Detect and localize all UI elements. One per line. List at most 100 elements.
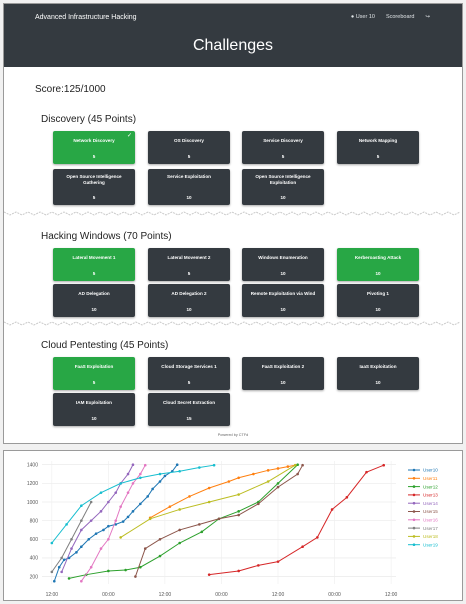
legend-label: User15: [423, 509, 438, 514]
data-point: [207, 486, 211, 490]
data-point: [70, 537, 73, 541]
data-point: [67, 556, 71, 560]
legend-label: User11: [423, 476, 438, 481]
challenge-card[interactable]: Cloud Secret Extraction 15: [148, 393, 230, 426]
challenge-card[interactable]: Lateral Movement 1 5: [53, 248, 135, 281]
data-point: [87, 537, 91, 541]
data-point: [99, 491, 103, 494]
challenge-name: FaaS Exploitation: [74, 364, 114, 369]
data-point: [212, 463, 216, 467]
challenge-card[interactable]: Open Source Intelligence Exploitation 10: [242, 169, 324, 205]
challenge-card[interactable]: OS Discovery 5: [148, 131, 230, 164]
challenge-card[interactable]: Service Discovery 5: [242, 131, 324, 164]
data-point: [114, 491, 118, 494]
y-tick-label: 1000: [27, 500, 38, 506]
challenge-card[interactable]: IaaS Exploitation 10: [337, 357, 419, 390]
data-point: [257, 500, 260, 504]
data-point: [158, 554, 162, 558]
data-point: [257, 502, 260, 506]
data-point: [301, 463, 304, 467]
data-point: [89, 519, 93, 522]
scoreboard-link[interactable]: Scoreboard: [385, 14, 415, 20]
data-point: [257, 564, 260, 567]
data-point: [178, 469, 181, 473]
data-point: [276, 467, 280, 470]
data-point: [119, 505, 122, 508]
data-point: [188, 495, 191, 498]
data-point: [293, 463, 297, 467]
section-title: Hacking Windows (70 Points): [41, 231, 172, 242]
challenge-points: 10: [375, 271, 381, 276]
challenge-card[interactable]: Kerberoasting Attack 10: [337, 248, 419, 281]
legend-marker: [412, 526, 416, 530]
data-point: [114, 519, 118, 522]
data-point: [237, 493, 240, 496]
challenge-card[interactable]: Network Discovery 5 ✓: [53, 131, 135, 164]
powered-by-footer[interactable]: Powered by CTFd: [217, 433, 249, 437]
data-point: [163, 474, 167, 478]
data-point: [296, 463, 299, 467]
data-point: [70, 547, 73, 550]
x-tick-label: 12:00: [272, 592, 285, 598]
challenge-points: 10: [280, 307, 286, 312]
challenge-name: FaaS Exploitation 2: [261, 364, 305, 369]
data-point: [382, 463, 386, 467]
challenge-card[interactable]: FaaS Exploitation 2 10: [242, 357, 324, 390]
challenge-card[interactable]: Service Exploitation 10: [148, 169, 230, 205]
user-menu[interactable]: ● User 10: [351, 14, 375, 20]
data-point: [143, 547, 147, 550]
data-point: [60, 570, 63, 574]
data-point: [158, 472, 162, 476]
data-point: [148, 517, 152, 521]
data-point: [80, 519, 83, 522]
scoreboard-line-chart: 200 400 600 800 1000 1200 1400 12:00 00:00 12:00 0…: [27, 461, 438, 598]
challenge-card[interactable]: Pivoting 1 10: [337, 284, 419, 317]
legend-marker: [412, 501, 416, 505]
challenge-points: 5: [92, 195, 96, 200]
challenge-card[interactable]: AD Delegation 10: [53, 284, 135, 317]
challenge-points: 5: [92, 154, 96, 159]
data-point: [198, 466, 201, 469]
logout-icon[interactable]: ↪: [425, 14, 430, 20]
challenge-name: Lateral Movement 1: [72, 255, 116, 260]
challenge-points: 10: [186, 195, 192, 200]
challenge-card[interactable]: AD Delegation 2 10: [148, 284, 230, 317]
section-title: Discovery (45 Points): [41, 114, 137, 125]
x-tick-label: 00:00: [215, 592, 228, 598]
challenge-card[interactable]: Lateral Movement 2 5: [148, 248, 230, 281]
challenge-points: 5: [187, 154, 191, 159]
data-point: [80, 579, 83, 583]
challenge-points: 10: [280, 380, 286, 385]
challenge-name: Pivoting 1: [367, 291, 389, 296]
data-point: [65, 523, 68, 526]
challenge-card[interactable]: FaaS Exploitation 5: [53, 357, 135, 390]
data-point: [121, 520, 125, 523]
brand-link[interactable]: Advanced Infrastructure Hacking: [35, 14, 137, 21]
challenge-card[interactable]: Network Mapping 5: [337, 131, 419, 164]
series-line: [61, 464, 134, 573]
data-point: [301, 545, 304, 549]
legend-marker: [412, 493, 416, 497]
challenge-name: Cloud Storage Services 1: [161, 364, 217, 369]
data-point: [62, 558, 66, 562]
challenge-points: 5: [187, 271, 191, 276]
legend-label: User12: [423, 484, 438, 489]
data-point: [126, 472, 130, 476]
challenge-card[interactable]: Open Source Intelligence Gathering 5: [53, 169, 135, 205]
data-point: [146, 495, 150, 498]
data-point: [168, 505, 172, 508]
series-line: [53, 464, 178, 582]
data-point: [207, 573, 211, 576]
challenge-name: Remote Exploitation via Wind: [250, 291, 316, 296]
y-tick-label: 400: [30, 556, 39, 562]
y-tick-label: 600: [30, 537, 39, 543]
data-point: [198, 523, 201, 526]
legend-marker: [412, 468, 416, 472]
series-line: [51, 501, 92, 573]
challenge-card[interactable]: Windows Enumeration 10: [242, 248, 324, 281]
torn-edge-divider: [4, 210, 462, 218]
challenge-card[interactable]: Remote Exploitation via Wind 10: [242, 284, 324, 317]
challenge-card[interactable]: Cloud Storage Services 1 5: [148, 357, 230, 390]
data-point: [102, 528, 105, 532]
challenge-card[interactable]: IAM Exploitation 10: [53, 393, 135, 426]
